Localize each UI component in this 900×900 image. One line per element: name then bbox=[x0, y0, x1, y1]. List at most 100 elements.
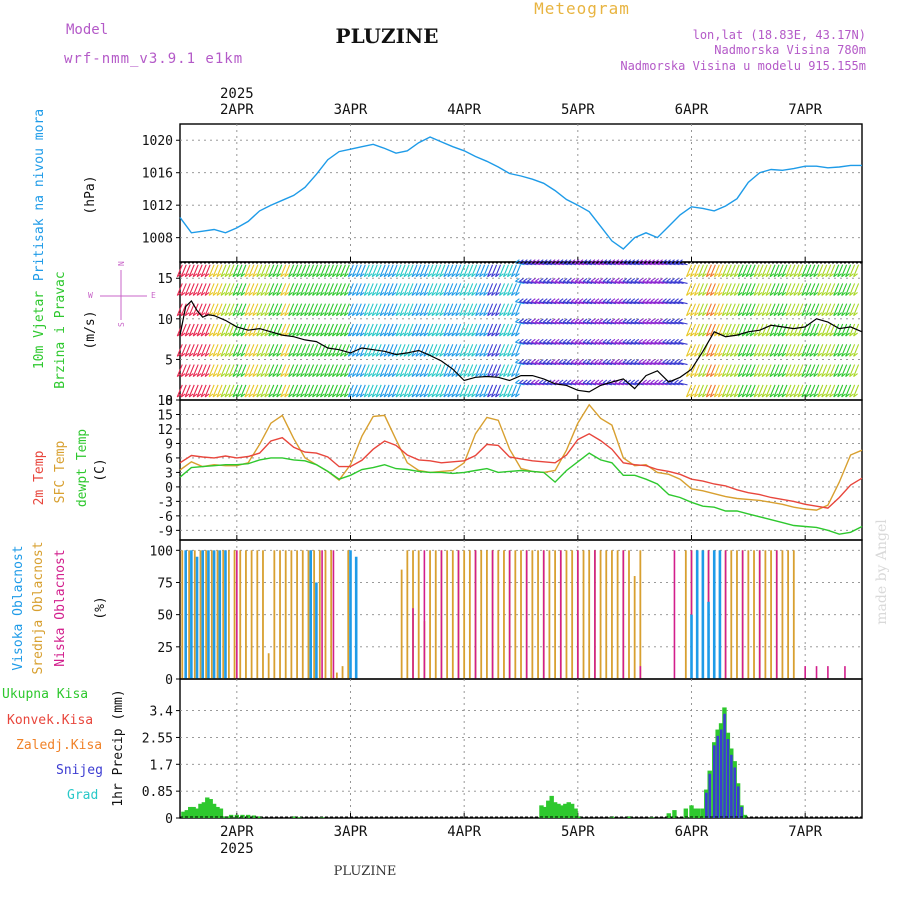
wind-barb bbox=[670, 301, 680, 305]
wind-barb bbox=[439, 364, 446, 377]
wind-barb bbox=[666, 362, 676, 366]
wind-barb-flag bbox=[542, 318, 548, 323]
wind-barb-flag bbox=[530, 298, 536, 303]
wind-barb-flag bbox=[260, 332, 266, 337]
wind-barb-flag bbox=[849, 332, 854, 337]
wind-barb-flag bbox=[320, 352, 325, 357]
wind-barb-flag bbox=[841, 332, 846, 337]
wind-barb bbox=[264, 303, 271, 316]
wind-barb-flag bbox=[280, 373, 286, 378]
wind-barb-flag bbox=[507, 312, 512, 317]
wind-barb-flag bbox=[383, 312, 389, 317]
wind-barb bbox=[264, 364, 271, 377]
wind-barb-flag bbox=[176, 352, 182, 357]
wind-barb bbox=[335, 264, 342, 277]
wind-barb bbox=[387, 303, 394, 316]
wind-barb bbox=[423, 264, 430, 277]
wind-barb-flag bbox=[745, 273, 751, 278]
wind-barb-flag bbox=[427, 291, 433, 296]
wind-barb bbox=[387, 344, 394, 357]
wind-barb-flag bbox=[176, 291, 182, 296]
wind-barb bbox=[721, 264, 728, 277]
wind-barb-flag bbox=[737, 312, 743, 317]
wind-barb bbox=[618, 382, 628, 386]
wind-barb-flag bbox=[702, 393, 707, 398]
wind-barb bbox=[717, 344, 724, 357]
wind-barb-flag bbox=[188, 393, 194, 398]
wind-barb-flag bbox=[212, 273, 218, 278]
wind-barb-flag bbox=[833, 373, 839, 378]
wind-barb-flag bbox=[574, 379, 580, 384]
wind-barb bbox=[447, 364, 454, 377]
wind-barb bbox=[196, 264, 203, 277]
wind-barb-flag bbox=[658, 259, 663, 264]
wind-barb-flag bbox=[626, 277, 632, 282]
wind-barb-flag bbox=[785, 393, 791, 398]
wind-barb bbox=[515, 362, 525, 366]
wind-barb-flag bbox=[407, 393, 413, 398]
total-precip-bar bbox=[700, 808, 706, 818]
wind-barb bbox=[725, 384, 732, 398]
wind-barb bbox=[594, 362, 605, 366]
wind-barb bbox=[435, 264, 442, 277]
wind-barb bbox=[220, 283, 227, 296]
wind-barb bbox=[813, 384, 820, 398]
wind-barb-flag bbox=[714, 273, 719, 278]
wind-barb bbox=[292, 384, 299, 398]
wind-barb bbox=[697, 283, 704, 296]
wind-barb-flag bbox=[781, 352, 787, 357]
wind-barb bbox=[216, 384, 223, 398]
wind-barb-flag bbox=[435, 312, 441, 317]
wind-barb-flag bbox=[594, 318, 600, 323]
wind-barb-flag bbox=[542, 359, 548, 364]
wind-barb bbox=[288, 344, 295, 357]
wind-barb bbox=[519, 341, 529, 345]
wind-barb-flag bbox=[527, 338, 532, 343]
wind-barb bbox=[343, 283, 350, 296]
wind-barb-flag bbox=[344, 291, 349, 296]
wind-barb-flag bbox=[236, 352, 242, 357]
wind-barb bbox=[495, 283, 502, 296]
wind-barb bbox=[697, 303, 704, 316]
wind-barb-flag bbox=[459, 352, 465, 357]
wind-barb-flag bbox=[224, 273, 230, 278]
wind-barb bbox=[451, 264, 458, 277]
wind-barb-flag bbox=[240, 352, 246, 357]
wind-barb bbox=[351, 344, 358, 357]
wind-barb-flag bbox=[769, 332, 775, 337]
wind-barb bbox=[335, 303, 342, 316]
wind-barb-flag bbox=[698, 273, 703, 278]
wind-barb-flag bbox=[304, 393, 309, 398]
wind-barb bbox=[312, 323, 319, 337]
wind-barb-flag bbox=[431, 352, 437, 357]
wind-barb-flag bbox=[312, 291, 317, 296]
wind-barb bbox=[375, 323, 382, 337]
wind-barb bbox=[276, 283, 283, 296]
low-cloud-bar bbox=[457, 550, 460, 679]
wind-barb-flag bbox=[479, 373, 484, 378]
wind-barb bbox=[244, 264, 251, 277]
wind-barb bbox=[829, 384, 836, 398]
wind-barb bbox=[535, 301, 545, 305]
wind-barb bbox=[761, 264, 768, 277]
wind-barb bbox=[411, 364, 418, 377]
wind-barb-flag bbox=[316, 332, 321, 337]
wind-barb-flag bbox=[455, 393, 461, 398]
wind-barb bbox=[455, 344, 462, 357]
wind-barb-flag bbox=[853, 332, 858, 337]
wind-barb bbox=[451, 303, 458, 316]
wind-barb-flag bbox=[332, 332, 337, 337]
mid-cloud-bar bbox=[273, 550, 276, 679]
wind-barb bbox=[817, 323, 824, 337]
wind-barb-flag bbox=[690, 332, 695, 337]
wind-barb bbox=[491, 303, 498, 316]
wind-barb bbox=[395, 384, 402, 398]
wind-barb bbox=[662, 301, 672, 305]
wind-barb bbox=[184, 264, 191, 277]
wind-barb bbox=[789, 364, 796, 377]
wind-barb bbox=[701, 323, 708, 337]
wind-barb-flag bbox=[598, 338, 604, 343]
wind-barb-flag bbox=[320, 332, 325, 337]
low-cloud-bar bbox=[775, 550, 778, 679]
wind-barb bbox=[551, 341, 561, 345]
